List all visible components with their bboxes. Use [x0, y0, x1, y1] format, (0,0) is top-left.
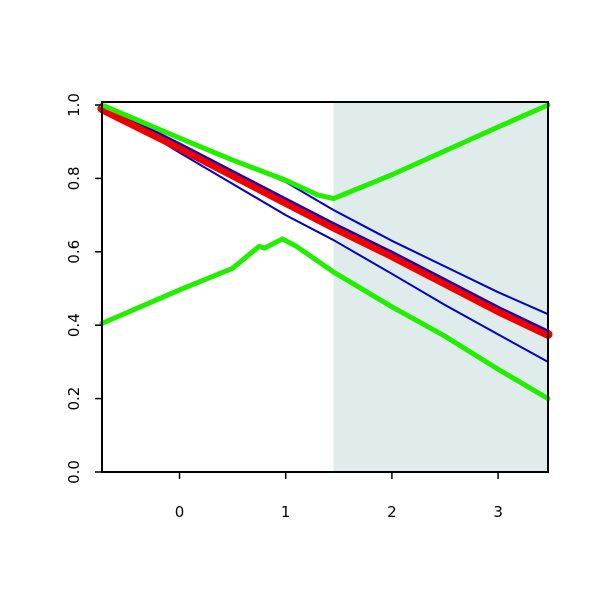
y-tick-label: 0.4	[65, 313, 83, 337]
y-tick-label: 0.0	[65, 460, 83, 484]
shaded-region	[333, 102, 548, 472]
y-tick-label: 0.8	[65, 166, 83, 190]
x-tick-label: 0	[175, 503, 185, 521]
series-line	[97, 104, 553, 339]
series-line	[99, 102, 551, 202]
series-line	[101, 104, 549, 332]
series-line	[99, 236, 551, 402]
y-tick-label: 1.0	[65, 93, 83, 117]
y-tick-label: 0.2	[65, 387, 83, 411]
y-tick-label: 0.6	[65, 240, 83, 264]
plot-box	[101, 101, 549, 473]
x-tick-label: 1	[281, 503, 291, 521]
x-tick-label: 3	[493, 503, 503, 521]
series-line	[101, 104, 549, 363]
x-tick-label: 2	[387, 503, 397, 521]
